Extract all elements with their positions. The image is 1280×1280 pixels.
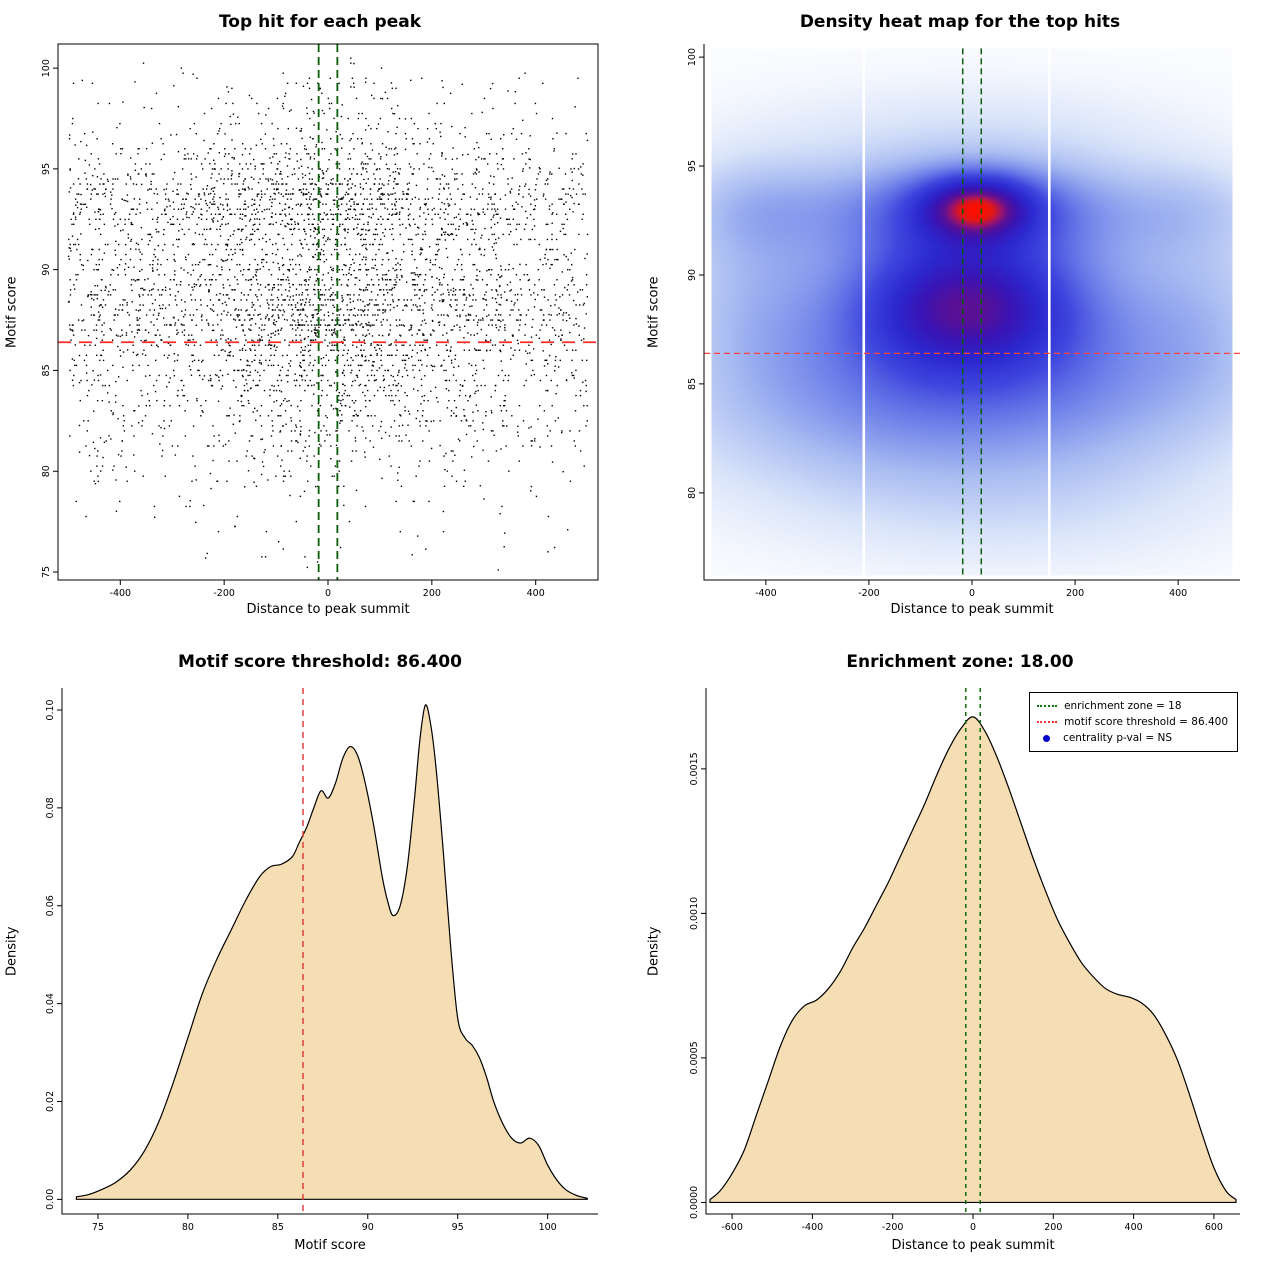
legend-label-enrichment-zone: enrichment zone = 18 bbox=[1064, 700, 1182, 712]
distance-density-xlabel: Distance to peak summit bbox=[891, 1238, 1055, 1253]
legend-item-centrality-pval: centrality p-val = NS bbox=[1037, 730, 1228, 746]
legend-item-enrichment-zone: enrichment zone = 18 bbox=[1037, 698, 1228, 714]
scatter-ylabel: Motif score bbox=[4, 276, 20, 348]
distance-density-title: Enrichment zone: 18.00 bbox=[846, 652, 1074, 672]
heatmap-xlabel: Distance to peak summit bbox=[890, 602, 1054, 617]
score-density-xlabel: Motif score bbox=[294, 1238, 366, 1253]
scatter-title: Top hit for each peak bbox=[218, 12, 422, 32]
red-dotted-line-icon bbox=[1037, 721, 1058, 723]
score-density-ylabel: Density bbox=[4, 926, 20, 976]
scatter-xlabel: Distance to peak summit bbox=[246, 602, 410, 617]
legend-label-score-threshold: motif score threshold = 86.400 bbox=[1064, 716, 1228, 728]
distance-density-ylabel: Density bbox=[646, 926, 662, 976]
plot-legend: enrichment zone = 18 motif score thresho… bbox=[1029, 692, 1238, 752]
panel-top-hit-scatter: Top hit for each peak Distance to peak s… bbox=[0, 0, 640, 640]
legend-item-score-threshold: motif score threshold = 86.400 bbox=[1037, 714, 1228, 730]
score-density-title: Motif score threshold: 86.400 bbox=[178, 652, 462, 672]
heatmap-plot-canvas bbox=[640, 0, 1280, 640]
panel-density-heatmap: Density heat map for the top hits Distan… bbox=[640, 0, 1280, 640]
legend-label-centrality-pval: centrality p-val = NS bbox=[1063, 732, 1173, 744]
panel-summit-distance-density: Enrichment zone: 18.00 Distance to peak … bbox=[640, 640, 1280, 1280]
blue-dot-icon bbox=[1043, 734, 1051, 742]
green-dotted-line-icon bbox=[1037, 705, 1058, 707]
heatmap-ylabel: Motif score bbox=[646, 276, 662, 348]
score-density-plot-canvas bbox=[0, 640, 640, 1280]
panel-motif-score-density: Motif score threshold: 86.400 Motif scor… bbox=[0, 640, 640, 1280]
heatmap-title: Density heat map for the top hits bbox=[799, 12, 1121, 32]
scatter-plot-canvas bbox=[0, 0, 640, 640]
